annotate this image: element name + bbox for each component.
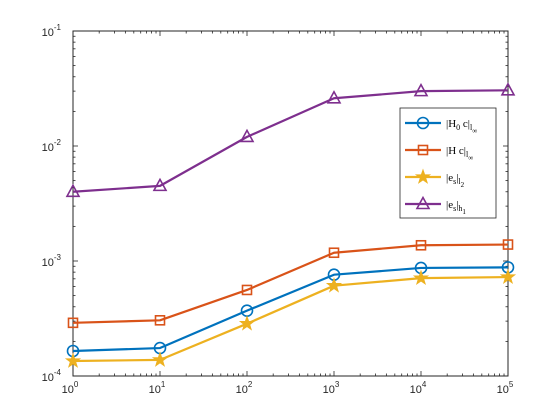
data-point [500,82,516,96]
legend-marker [415,195,431,210]
legend-label: |H0 c|l∞ [446,118,477,135]
legend-box [399,107,497,219]
legend-label: |es|l2 [446,172,465,189]
y-tick-labels: 10-4 10-3 10-2 10-1 [42,23,62,384]
data-point [65,183,81,198]
x-tick-label: 100 [62,380,79,396]
x-tick-label: 102 [236,380,253,396]
legend-entry: |es|l2 [405,168,465,189]
series-4 [65,82,516,198]
legend-entry: |H c|l∞ [405,144,473,162]
data-point [502,239,514,250]
legend-label: |es|h1 [446,199,466,216]
series-line [72,243,509,324]
x-tick-label: 101 [149,380,166,396]
series-3 [64,268,517,368]
data-point [326,90,342,104]
data-point [241,284,253,296]
legend-marker [416,116,430,130]
series-line [72,275,509,363]
data-point [328,247,340,259]
axes-ticks [72,30,509,377]
y-tick-label: 10-1 [42,23,62,39]
series-line [72,89,509,193]
y-tick-label: 10-2 [42,138,62,154]
legend-marker [414,168,432,184]
y-tick-label: 10-3 [42,253,62,269]
data-point [238,315,256,331]
data-point [154,315,166,326]
data-point [325,277,343,293]
series-layer [64,82,517,368]
data-point [499,268,517,284]
legend-entry: |H0 c|l∞ [405,116,477,135]
data-point [239,128,255,143]
y-tick-label: 10-4 [42,368,62,384]
x-tick-label: 105 [497,380,514,396]
data-point [64,352,82,368]
x-tick-labels: 100 101 102 103 104 105 [62,380,514,396]
data-point [151,351,169,367]
data-point [412,269,430,286]
data-point [67,317,79,329]
series-line [72,266,509,353]
legend: |H0 c|l∞ |H c|l∞ |es|l2 |es|h1 [399,107,497,219]
legend-marker [417,144,429,156]
legend-label: |H c|l∞ [446,145,473,162]
data-point [415,239,427,251]
data-point [152,177,168,192]
legend-entry: |es|h1 [405,195,466,216]
series-2 [67,239,514,329]
data-point [413,82,429,97]
x-tick-label: 104 [410,380,427,396]
x-tick-label: 103 [323,380,340,396]
